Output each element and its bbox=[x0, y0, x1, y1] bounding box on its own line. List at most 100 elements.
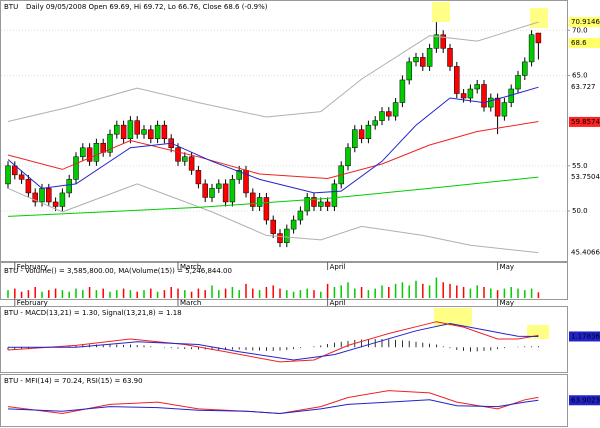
volume-bar bbox=[401, 282, 404, 298]
volume-bar bbox=[510, 287, 512, 298]
value-marker-label: 70.9146 bbox=[571, 18, 600, 26]
volume-bar bbox=[163, 290, 166, 298]
value-marker bbox=[569, 395, 600, 406]
volume-bar bbox=[143, 290, 145, 298]
volume-bar bbox=[367, 290, 370, 298]
volume-bar bbox=[20, 291, 23, 298]
value-marker bbox=[569, 331, 600, 342]
volume-bar bbox=[238, 290, 240, 298]
candle-body bbox=[352, 129, 358, 148]
price-panel bbox=[0, 0, 568, 262]
candle-body bbox=[236, 170, 242, 180]
candle-body bbox=[134, 120, 140, 135]
candle-body bbox=[467, 88, 474, 99]
value-marker bbox=[569, 172, 600, 183]
x-tick-label: February bbox=[17, 263, 48, 271]
line-series bbox=[7, 176, 539, 217]
volume-bar bbox=[347, 282, 349, 298]
volume-bar bbox=[394, 283, 397, 298]
candle-body bbox=[188, 156, 195, 171]
candle-body bbox=[318, 201, 324, 207]
volume-bar bbox=[388, 287, 390, 298]
candle-body bbox=[488, 97, 494, 108]
candle-body bbox=[39, 188, 45, 203]
candle-body bbox=[141, 129, 147, 135]
candle-body bbox=[311, 197, 317, 207]
candle-body bbox=[406, 61, 412, 81]
volume-bar bbox=[415, 280, 417, 298]
volume-bar bbox=[360, 287, 363, 298]
volume-bar bbox=[252, 288, 254, 298]
y-tick-label: 55.0 bbox=[572, 162, 588, 170]
y-tick-label: 70.0 bbox=[572, 26, 588, 34]
volume-bar bbox=[428, 285, 431, 298]
volume-bar bbox=[326, 283, 329, 298]
volume-bar bbox=[490, 288, 492, 298]
line-series bbox=[7, 121, 539, 180]
panel-title: BTU - Volume() = 3,585,800.00, MA(Volume… bbox=[4, 267, 232, 275]
candle-body bbox=[365, 124, 372, 139]
candle-body bbox=[420, 57, 426, 67]
volume-bar bbox=[211, 285, 213, 298]
candle-body bbox=[154, 124, 161, 139]
symbol: BTU bbox=[4, 3, 18, 11]
candle-body bbox=[535, 32, 542, 44]
indicator-panel bbox=[0, 374, 568, 427]
candle-body bbox=[216, 183, 222, 189]
value-marker-label: 59.8574 bbox=[571, 118, 600, 126]
volume-bar bbox=[7, 290, 9, 298]
panel-title: BTU - MACD(13,21) = 1.30, Signal(13,21,8… bbox=[4, 309, 182, 317]
candle-body bbox=[222, 183, 229, 203]
line-series bbox=[7, 399, 539, 415]
candle-body bbox=[148, 129, 154, 139]
candle-body bbox=[127, 120, 134, 139]
volume-bar bbox=[537, 292, 540, 298]
volume-bar bbox=[340, 285, 342, 298]
candle-body bbox=[86, 147, 93, 162]
candle-body bbox=[440, 34, 446, 49]
candle-body bbox=[358, 129, 365, 139]
candle-body bbox=[494, 97, 501, 117]
candle-body bbox=[107, 133, 113, 153]
candle-body bbox=[209, 188, 215, 198]
candle-body bbox=[345, 147, 351, 167]
volume-panel bbox=[0, 262, 568, 300]
volume-bar bbox=[14, 288, 16, 298]
x-tick-label: April bbox=[330, 299, 346, 307]
volume-bar bbox=[68, 291, 70, 298]
highlight bbox=[434, 308, 472, 326]
volume-bar bbox=[41, 291, 43, 298]
candle-body bbox=[32, 192, 38, 203]
volume-bar bbox=[483, 287, 485, 298]
candle-body bbox=[52, 201, 59, 207]
volume-bar bbox=[258, 290, 261, 298]
candle-body bbox=[290, 219, 297, 230]
candle-body bbox=[447, 48, 453, 67]
candle-body bbox=[474, 84, 480, 90]
x-tick-label: March bbox=[180, 263, 201, 271]
volume-bar bbox=[48, 290, 50, 298]
volume-bar bbox=[354, 288, 356, 298]
x-tick-label: April bbox=[330, 263, 346, 271]
candle-body bbox=[161, 124, 168, 139]
candle-body bbox=[5, 165, 11, 185]
volume-bar bbox=[422, 283, 424, 298]
volume-bar bbox=[374, 288, 376, 298]
value-marker-label: 68.6 bbox=[571, 39, 587, 47]
candle-body bbox=[270, 219, 276, 234]
volume-bar bbox=[197, 288, 200, 298]
volume-bar bbox=[442, 282, 444, 298]
volume-bar bbox=[286, 290, 288, 298]
volume-bar bbox=[265, 287, 268, 298]
macd-panel bbox=[0, 306, 568, 373]
candle-body bbox=[46, 188, 52, 203]
value-marker bbox=[569, 17, 600, 28]
volume-bar bbox=[476, 285, 478, 298]
volume-bar bbox=[61, 290, 64, 298]
volume-bar bbox=[218, 290, 220, 298]
volume-bar bbox=[75, 288, 77, 298]
volume-bar bbox=[381, 285, 383, 298]
candle-body bbox=[284, 228, 290, 243]
volume-bar bbox=[435, 277, 438, 298]
